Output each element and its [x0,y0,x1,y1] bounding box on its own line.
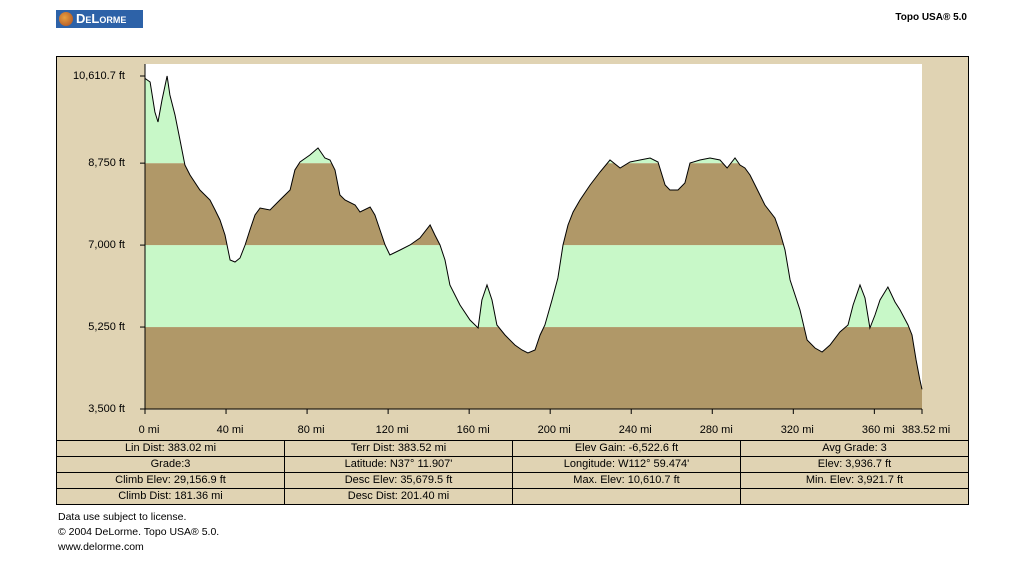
y-tick-label: 8,750 ft [88,157,125,169]
globe-icon [59,12,73,26]
table-cell: Elev Gain: -6,522.6 ft [512,440,741,457]
x-tick-label: 80 mi [298,424,325,436]
footer: Data use subject to license. © 2004 DeLor… [58,510,219,555]
x-tick-label: 280 mi [700,424,733,436]
table-row: Climb Dist: 181.36 mi Desc Dist: 201.40 m… [56,488,969,505]
table-row: Grade:3 Latitude: N37° 11.907' Longitude: … [56,456,969,473]
table-cell: Max. Elev: 10,610.7 ft [512,472,741,489]
logo-text: DeLorme [76,11,127,26]
table-cell [740,488,969,505]
table-cell: Terr Dist: 383.52 mi [284,440,513,457]
table-cell: Elev: 3,936.7 ft [740,456,969,473]
table-cell: Climb Elev: 29,156.9 ft [56,472,285,489]
product-name: Topo USA® 5.0 [895,12,967,23]
logo: DeLorme [56,10,143,28]
x-tick-label: 200 mi [538,424,571,436]
footer-line: www.delorme.com [58,541,144,553]
x-tick-label: 40 mi [217,424,244,436]
profile-line [144,75,923,390]
table-row: Lin Dist: 383.02 mi Terr Dist: 383.52 mi E… [56,440,969,457]
table-cell: Climb Dist: 181.36 mi [56,488,285,505]
table-cell: Lin Dist: 383.02 mi [56,440,285,457]
x-tick-label: 360 mi [862,424,895,436]
y-tick-label: 3,500 ft [88,403,125,415]
table-cell: Min. Elev: 3,921.7 ft [740,472,969,489]
y-tick-label: 10,610.7 ft [73,70,125,82]
y-tick-label: 5,250 ft [88,321,125,333]
y-tick-label: 7,000 ft [88,239,125,251]
table-cell: Longitude: W112° 59.474' [512,456,741,473]
x-tick-label: 160 mi [457,424,490,436]
x-tick-label: 240 mi [619,424,652,436]
footer-line: Data use subject to license. [58,511,187,523]
x-tick-label: 320 mi [781,424,814,436]
stats-table: Lin Dist: 383.02 mi Terr Dist: 383.52 mi E… [56,440,969,505]
table-cell: Latitude: N37° 11.907' [284,456,513,473]
table-cell: Grade:3 [56,456,285,473]
table-cell: Desc Dist: 201.40 mi [284,488,513,505]
x-tick-label: 0 mi [139,424,160,436]
chart: 3,500 ft 5,250 ft 7,000 ft 8,750 ft 10,610.7… [56,56,969,440]
table-row: Climb Elev: 29,156.9 ft Desc Elev: 35,679… [56,472,969,489]
table-cell: Avg Grade: 3 [740,440,969,457]
x-tick-label: 120 mi [376,424,409,436]
x-tick-label: 383.52 mi [902,424,950,436]
footer-line: © 2004 DeLorme. Topo USA® 5.0. [58,526,220,538]
table-cell [512,488,741,505]
table-cell: Desc Elev: 35,679.5 ft [284,472,513,489]
